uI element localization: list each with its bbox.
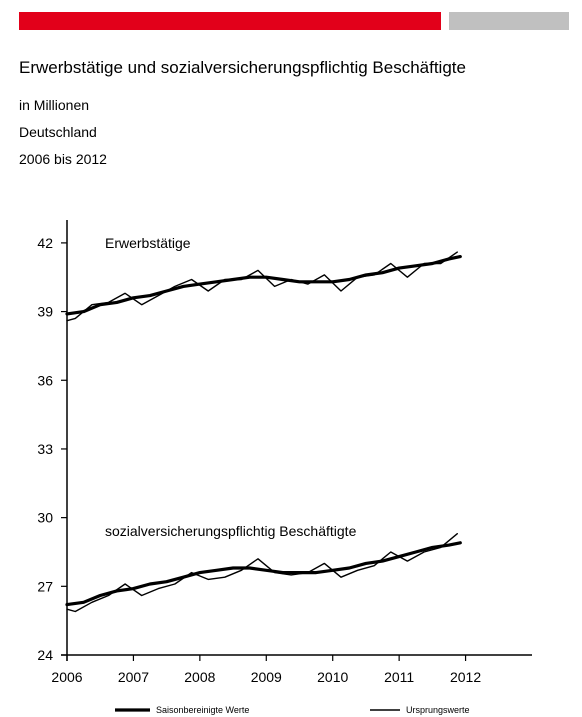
- subtitle-period: 2006 bis 2012: [19, 151, 107, 167]
- x-tick-label: 2007: [118, 669, 149, 685]
- header-accent-bar: [19, 12, 441, 30]
- y-tick-label: 33: [37, 441, 53, 457]
- x-tick-label: 2008: [184, 669, 215, 685]
- x-tick-label: 2011: [384, 669, 414, 685]
- legend-label-ursprung: Ursprungswerte: [406, 705, 470, 715]
- y-tick-label: 24: [37, 647, 53, 663]
- y-tick-label: 42: [37, 235, 53, 251]
- series-line-saisonbereinigt-beschaeftigte: [65, 541, 462, 607]
- y-tick-label: 39: [37, 304, 53, 320]
- header-secondary-bar: [449, 12, 569, 30]
- series-line-ursprung-beschaeftigte: [66, 533, 458, 613]
- subtitle-unit: in Millionen: [19, 97, 90, 113]
- y-tick-label: 27: [37, 578, 53, 594]
- x-tick-label: 2012: [450, 669, 481, 685]
- series-line-ursprung-erwerbstaetige: [66, 251, 458, 322]
- x-tick-label: 2006: [51, 669, 82, 685]
- annotation-erwerbstaetige: Erwerbstätige: [105, 235, 191, 251]
- y-tick-label: 30: [37, 510, 53, 526]
- subtitle-region: Deutschland: [19, 124, 97, 140]
- annotation-beschaeftigte: sozialversicherungspflichtig Beschäftigt…: [105, 523, 357, 539]
- chart-title: Erwerbstätige und sozialversicherungspfl…: [19, 58, 466, 77]
- series-line-saisonbereinigt-erwerbstaetige: [65, 255, 462, 316]
- y-tick-label: 36: [37, 372, 53, 388]
- x-tick-label: 2009: [251, 669, 282, 685]
- legend-label-saisonbereinigt: Saisonbereinigte Werte: [156, 705, 249, 715]
- x-tick-label: 2010: [317, 669, 348, 685]
